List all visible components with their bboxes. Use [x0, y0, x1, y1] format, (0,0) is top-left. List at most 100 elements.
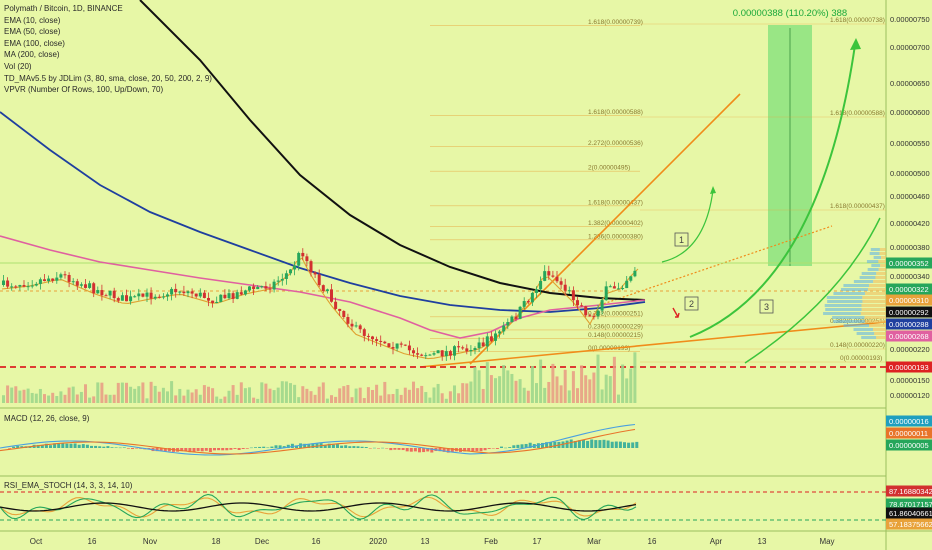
candle-body [362, 329, 366, 336]
price-axis: 0.00000750 0.00000700 0.00000650 0.00000600… [890, 15, 930, 400]
candle-body [317, 274, 321, 286]
vpvr-down [868, 284, 886, 287]
ma200-line [139, 0, 646, 301]
candle-body [547, 271, 551, 276]
indicator-vpvr[interactable]: VPVR (Number Of Rows, 100, Up/Down, 70) [4, 85, 164, 95]
vpvr-up [843, 324, 870, 327]
macd-bar [118, 447, 122, 449]
macd-bar [541, 442, 544, 448]
volume-bar [633, 352, 637, 403]
vpvr-up [853, 280, 874, 283]
macd-bar [204, 448, 208, 451]
candle-body [297, 252, 301, 266]
indicator-ma200[interactable]: MA (200, close) [4, 50, 60, 60]
volume-bar [395, 388, 399, 403]
macd-bar [159, 448, 163, 451]
candle-body [133, 296, 137, 298]
volume-bar [207, 386, 210, 403]
macd-bar [368, 448, 372, 449]
candle-body [526, 301, 530, 303]
svg-text:1: 1 [679, 235, 684, 245]
macd-bar [618, 441, 622, 448]
indicator-volume[interactable]: Vol (20) [4, 61, 32, 71]
indicator-ema10[interactable]: EMA (10, close) [4, 15, 61, 25]
volume-bar [567, 390, 571, 403]
volume-bar [30, 392, 34, 403]
macd-bar [344, 445, 348, 448]
volume-bar [522, 387, 526, 403]
channel-lower-line [419, 321, 887, 368]
vpvr-down [880, 264, 886, 267]
volume-bar [580, 365, 584, 403]
candle-body [170, 288, 174, 295]
candle-body [2, 280, 5, 285]
vpvr-down [876, 336, 886, 339]
macd-tag [886, 439, 932, 451]
volume-bar [26, 388, 30, 403]
macd-bar [471, 448, 475, 452]
volume-bar [252, 397, 256, 403]
volume-bar [354, 388, 358, 403]
macd-bar [500, 446, 503, 448]
candle-body [71, 281, 75, 283]
macd-bar [413, 448, 417, 452]
candle-body [239, 292, 243, 295]
candle-body [469, 349, 473, 352]
macd-bar [594, 440, 598, 448]
macd-bar [438, 448, 442, 452]
indicator-ema100[interactable]: EMA (100, close) [4, 38, 65, 48]
candle-body [6, 280, 10, 287]
volume-bar [551, 363, 555, 403]
candle-body [424, 355, 428, 357]
macd-bar [233, 448, 237, 449]
candle-body [453, 346, 456, 356]
macd-bar [249, 447, 253, 449]
vpvr-up [869, 252, 880, 255]
chart-title: Polymath / Bitcoin, 1D, BINANCE [4, 4, 123, 13]
fib-label: 0.382(0.00000251) [588, 310, 643, 317]
volume-bar [88, 397, 92, 403]
macd-bar [426, 448, 430, 452]
candle-body [227, 293, 231, 299]
volume-bar [325, 398, 329, 403]
volume-bar [145, 398, 149, 403]
volume-bar [104, 394, 108, 403]
macd-bar [372, 447, 376, 449]
volume-bar [125, 382, 128, 403]
rsi-tag [886, 498, 932, 510]
candle-body [104, 295, 108, 297]
volume-bar [227, 390, 231, 403]
macd-bar [623, 442, 626, 448]
candle-body [231, 293, 235, 299]
rsi-tag-label: 61.86040661 [889, 509, 932, 518]
candle-body [399, 343, 403, 345]
candle-body [567, 290, 571, 292]
price-tick-label: 0.00000600 [890, 108, 930, 117]
volume-profile [823, 248, 886, 339]
indicator-ema50[interactable]: EMA (50, close) [4, 27, 61, 37]
candle-body [440, 350, 444, 357]
volume-bar [506, 370, 510, 403]
candle-body [211, 300, 215, 304]
volume-bar [539, 359, 543, 403]
candle-body [174, 288, 178, 293]
candle-body [88, 283, 92, 288]
volume-bar [444, 398, 448, 403]
rsi-label[interactable]: RSI_EMA_STOCH (14, 3, 3, 14, 10) [4, 481, 133, 490]
macd-label[interactable]: MACD (12, 26, close, 9) [4, 414, 90, 423]
volume-bar [629, 368, 633, 403]
macd-bar [627, 442, 631, 448]
indicator-tdma[interactable]: TD_MAv5.5 by JDLim (3, 80, sma, close, 2… [4, 73, 212, 83]
volume-bar [301, 386, 305, 403]
volume-bar [465, 383, 469, 403]
candle-body [625, 280, 629, 289]
candle-body [59, 274, 63, 278]
vpvr-down [874, 332, 886, 335]
volume-bar [157, 391, 161, 403]
macd-bar [254, 447, 257, 448]
vpvr-down [881, 256, 886, 259]
volume-bar [92, 396, 96, 403]
candle-body [26, 286, 30, 288]
volume-bar [596, 354, 600, 403]
volume-bar [137, 386, 141, 403]
